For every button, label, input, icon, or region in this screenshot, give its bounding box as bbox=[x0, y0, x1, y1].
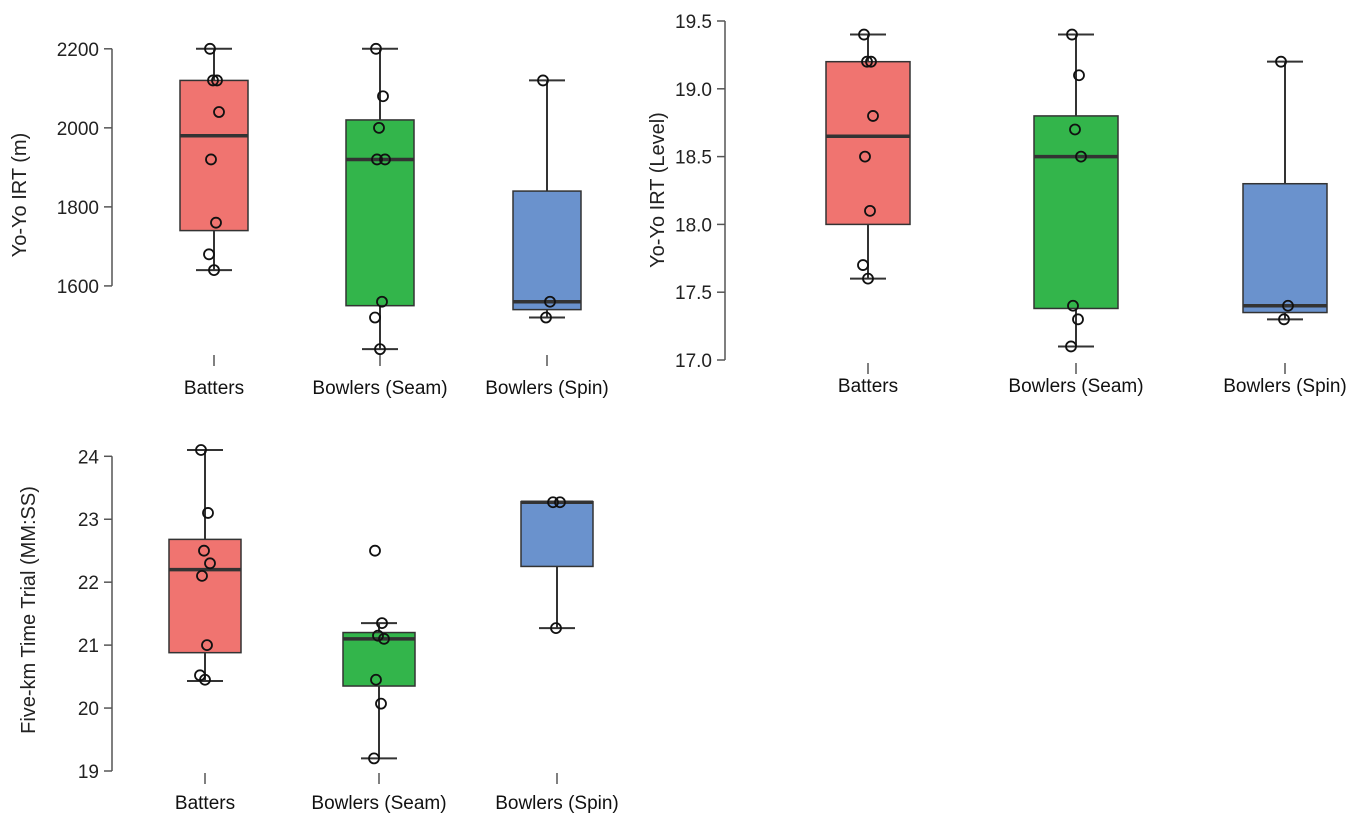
y-tick-label: 17.0 bbox=[675, 351, 712, 372]
data-point bbox=[1072, 313, 1084, 326]
y-axis-label: Yo-Yo IRT (m) bbox=[9, 133, 31, 258]
data-point bbox=[1278, 313, 1290, 326]
data-point bbox=[550, 622, 562, 635]
y-tick-label: 23 bbox=[78, 510, 99, 531]
data-point bbox=[199, 673, 211, 686]
data-point bbox=[369, 311, 381, 324]
data-point bbox=[379, 153, 391, 166]
data-point bbox=[1067, 299, 1079, 312]
data-point bbox=[372, 629, 384, 642]
data-point bbox=[544, 295, 556, 308]
x-category-label: Batters bbox=[175, 793, 235, 814]
y-tick-label: 19.0 bbox=[675, 80, 712, 101]
data-point bbox=[1275, 55, 1287, 68]
y-tick-label: 1800 bbox=[57, 198, 99, 219]
y-tick-label: 22 bbox=[78, 573, 99, 594]
data-point bbox=[378, 632, 390, 645]
data-point bbox=[211, 74, 223, 87]
x-category-label: Bowlers (Spin) bbox=[485, 378, 609, 399]
y-tick-label: 24 bbox=[78, 447, 100, 468]
data-point bbox=[554, 496, 566, 509]
box-batters bbox=[168, 538, 242, 654]
y-tick-label: 21 bbox=[78, 636, 99, 657]
data-point bbox=[859, 150, 871, 163]
data-point bbox=[375, 697, 387, 710]
data-point bbox=[864, 204, 876, 217]
y-tick-label: 20 bbox=[78, 699, 99, 720]
data-point bbox=[865, 55, 877, 68]
data-point bbox=[370, 42, 382, 55]
y-axis-label: Yo-Yo IRT (Level) bbox=[647, 112, 669, 268]
data-point bbox=[207, 74, 219, 87]
y-tick-label: 2200 bbox=[57, 40, 99, 61]
data-point bbox=[1069, 123, 1081, 136]
data-point bbox=[861, 55, 873, 68]
y-tick-label: 2000 bbox=[57, 119, 99, 140]
data-point bbox=[1066, 28, 1078, 41]
data-point bbox=[374, 343, 386, 356]
box-batters bbox=[825, 60, 911, 226]
x-category-label: Bowlers (Spin) bbox=[1223, 376, 1347, 397]
data-point bbox=[377, 90, 389, 103]
data-point bbox=[373, 121, 385, 134]
data-point bbox=[537, 74, 549, 87]
data-point bbox=[203, 248, 215, 261]
y-tick-label: 1600 bbox=[57, 277, 99, 298]
box-bowlers-seam bbox=[345, 119, 415, 307]
data-point bbox=[202, 507, 214, 519]
x-category-label: Bowlers (Seam) bbox=[311, 793, 446, 814]
data-point bbox=[540, 311, 552, 324]
data-point bbox=[210, 216, 222, 229]
data-point bbox=[547, 496, 559, 509]
data-point bbox=[867, 110, 879, 122]
data-point bbox=[195, 444, 207, 456]
box-bowlers-seam bbox=[1033, 115, 1119, 310]
data-point bbox=[204, 557, 216, 570]
data-point bbox=[369, 544, 381, 557]
data-point bbox=[1282, 299, 1294, 312]
data-point bbox=[208, 264, 220, 277]
x-category-label: Bowlers (Spin) bbox=[495, 793, 619, 814]
data-point bbox=[201, 639, 213, 652]
data-point bbox=[376, 617, 388, 629]
data-point bbox=[213, 106, 225, 118]
data-point bbox=[196, 569, 208, 582]
data-point bbox=[370, 673, 382, 686]
box-bowlers-spin bbox=[520, 500, 594, 568]
data-point bbox=[376, 295, 388, 308]
data-point bbox=[1073, 69, 1085, 82]
y-tick-label: 17.5 bbox=[675, 283, 712, 304]
y-axis-label: Five-km Time Trial (MM:SS) bbox=[18, 486, 40, 734]
data-point bbox=[368, 752, 380, 765]
box-bowlers-spin bbox=[512, 190, 582, 311]
data-point bbox=[371, 153, 383, 166]
box-bowlers-seam bbox=[342, 631, 416, 687]
data-point bbox=[862, 272, 874, 285]
y-tick-label: 18.5 bbox=[675, 148, 712, 169]
x-category-label: Batters bbox=[184, 378, 244, 399]
data-point bbox=[1065, 340, 1077, 353]
data-point bbox=[205, 153, 217, 166]
data-point bbox=[1075, 150, 1087, 163]
x-category-label: Bowlers (Seam) bbox=[1008, 376, 1143, 397]
box-bowlers-spin bbox=[1242, 182, 1328, 314]
data-point bbox=[198, 544, 210, 557]
y-tick-label: 19 bbox=[78, 762, 99, 783]
data-point bbox=[857, 259, 869, 271]
x-category-label: Bowlers (Seam) bbox=[312, 378, 447, 399]
y-tick-label: 18.0 bbox=[675, 215, 712, 236]
y-tick-label: 19.5 bbox=[675, 12, 712, 33]
x-category-label: Batters bbox=[838, 376, 898, 397]
data-point bbox=[204, 42, 216, 55]
data-point bbox=[858, 28, 870, 41]
